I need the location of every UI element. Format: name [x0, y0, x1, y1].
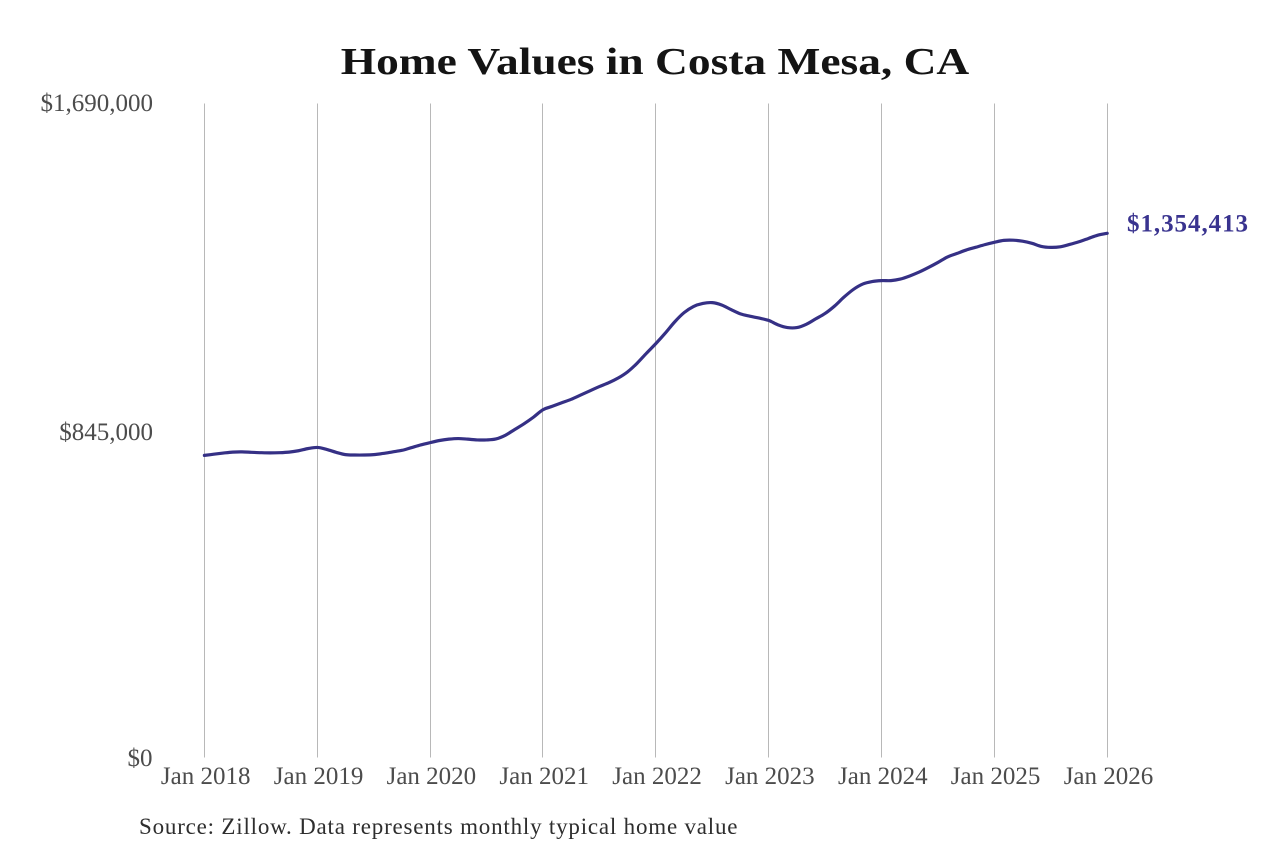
svg-text:$845,000: $845,000 — [59, 419, 153, 446]
svg-text:Jan 2020: Jan 2020 — [387, 763, 477, 790]
svg-text:Jan 2018: Jan 2018 — [161, 763, 251, 790]
svg-text:$1,354,413: $1,354,413 — [1127, 211, 1249, 238]
svg-text:Jan 2025: Jan 2025 — [951, 763, 1041, 790]
svg-text:Jan 2026: Jan 2026 — [1064, 763, 1154, 790]
svg-text:Source: Zillow. Data represent: Source: Zillow. Data represents monthly … — [139, 814, 738, 839]
svg-text:Jan 2022: Jan 2022 — [612, 763, 702, 790]
svg-text:Jan 2024: Jan 2024 — [838, 763, 928, 790]
svg-text:Home Values in Costa Mesa, CA: Home Values in Costa Mesa, CA — [341, 41, 969, 83]
svg-text:Jan 2021: Jan 2021 — [499, 763, 589, 790]
svg-text:$1,690,000: $1,690,000 — [41, 90, 154, 117]
svg-text:Jan 2023: Jan 2023 — [725, 763, 815, 790]
svg-text:$0: $0 — [128, 745, 153, 772]
svg-text:Jan 2019: Jan 2019 — [274, 763, 364, 790]
